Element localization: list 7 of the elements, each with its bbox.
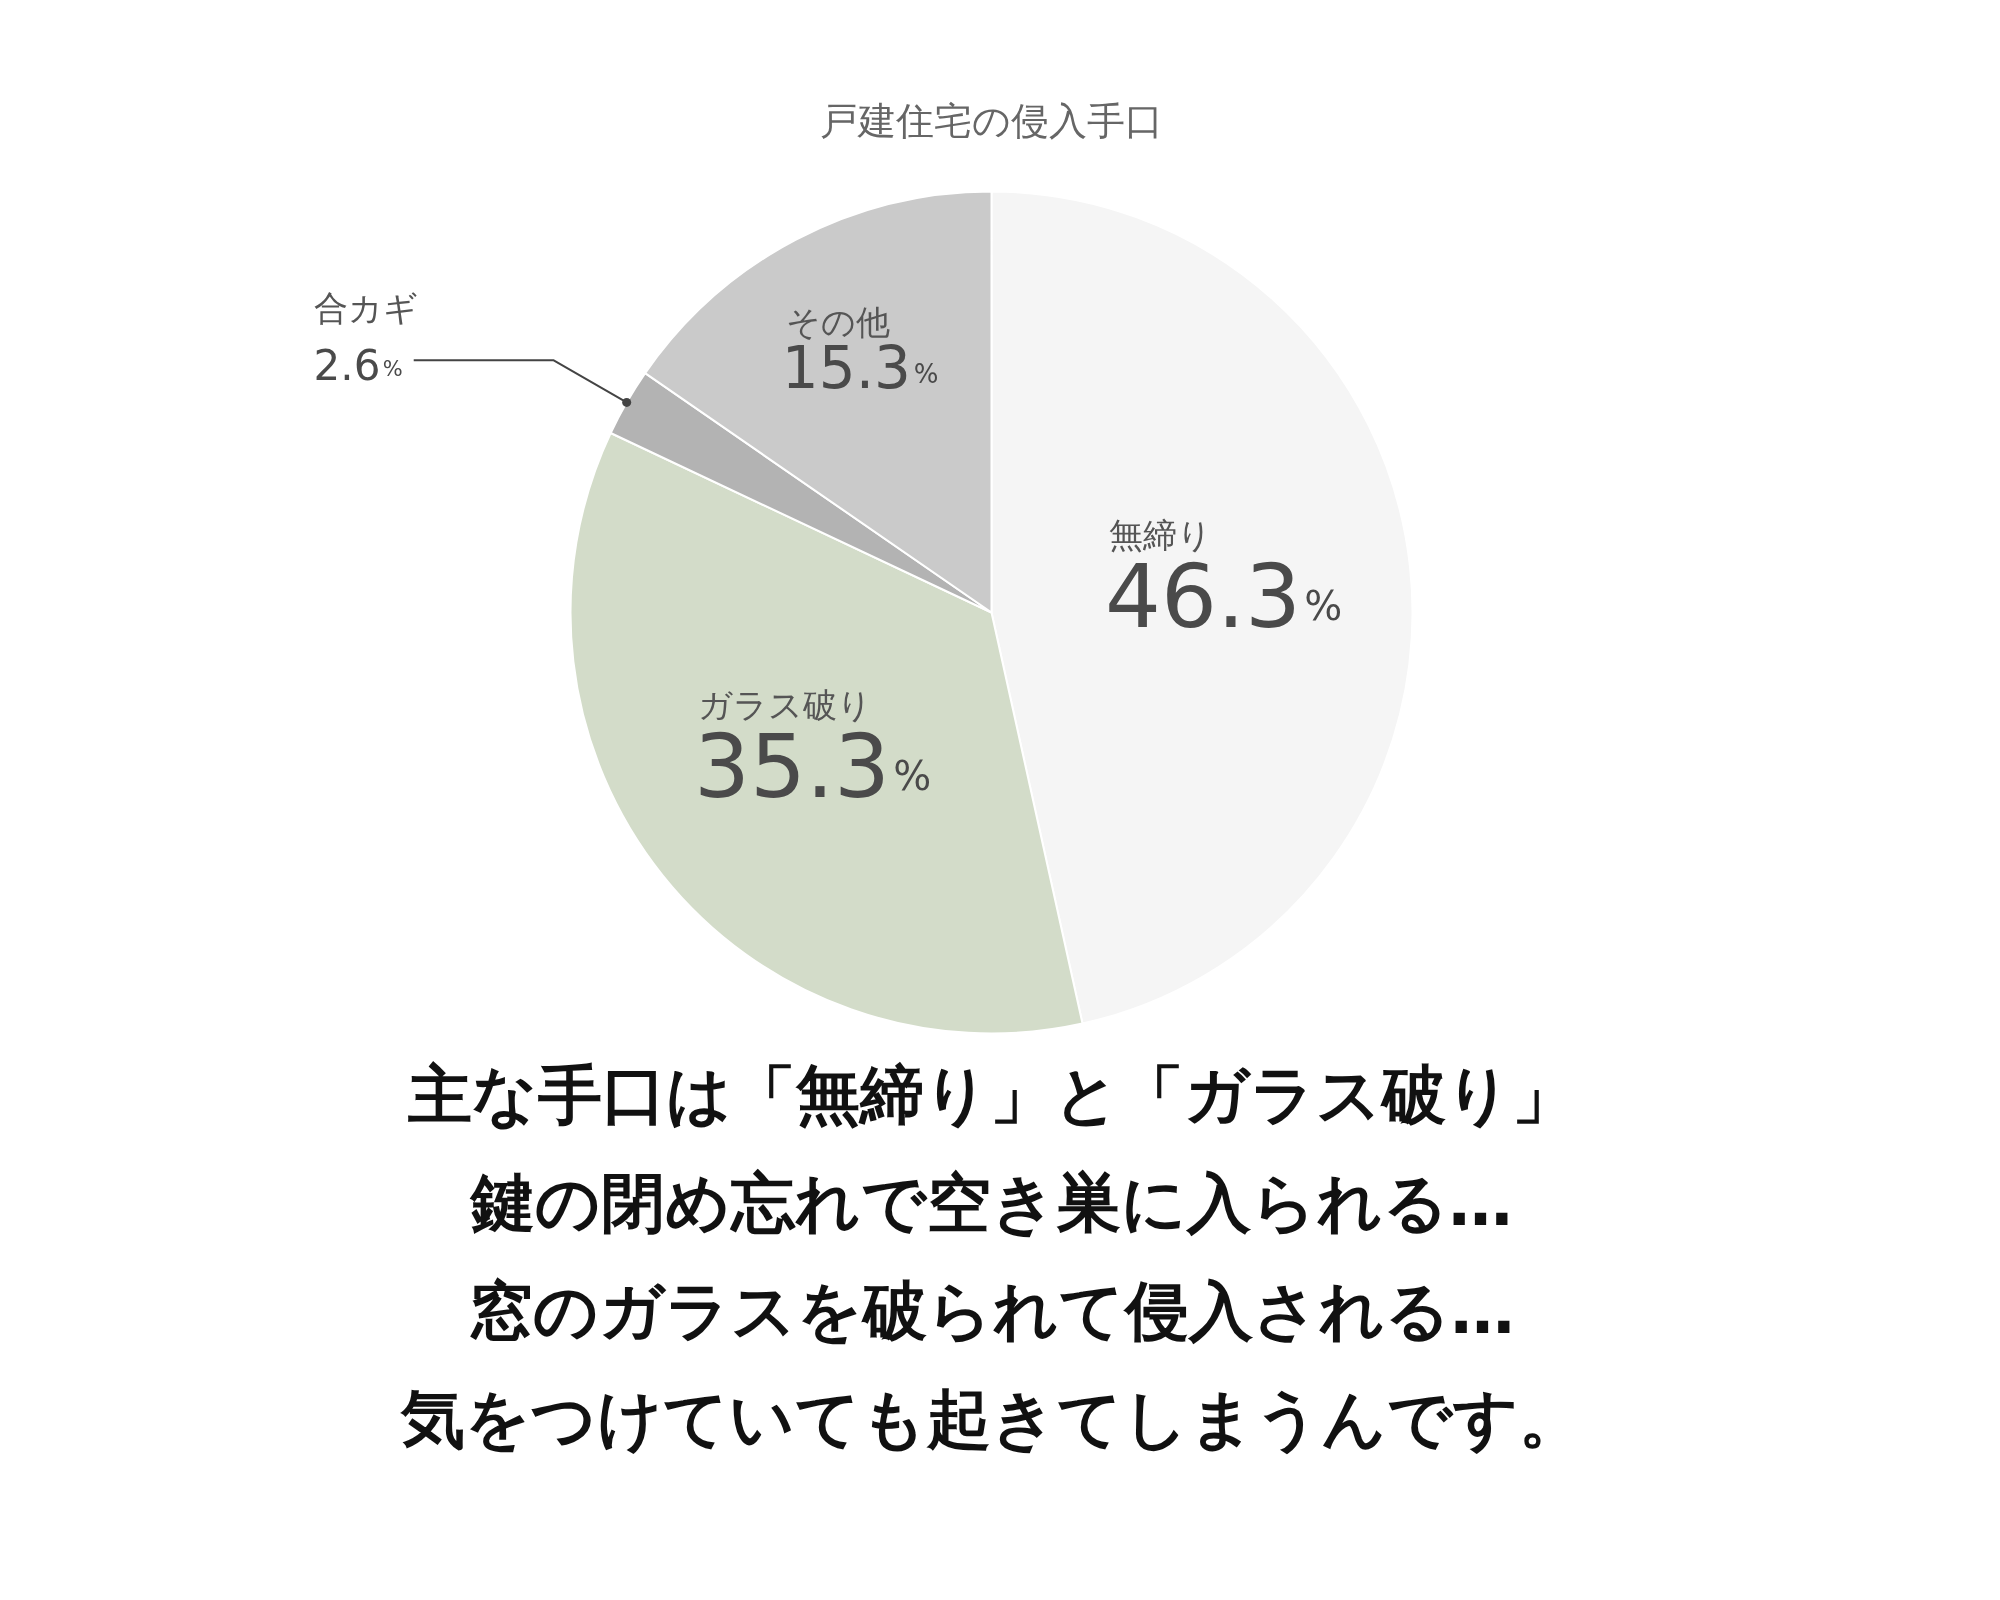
text: 主な手口は「無締り」と「ガラス破り」: [406, 1057, 1576, 1132]
text: 鍵の閉め忘れで空き巣に入られる…: [468, 1165, 1513, 1240]
text: 窓のガラスを破られて侵入される…: [468, 1273, 1515, 1348]
data-label: 2.6%: [313, 340, 403, 390]
text: 気をつけていても起きてしまうんです。: [399, 1381, 1583, 1456]
chart-title: 戸建住宅の侵入手口: [820, 98, 1163, 143]
slice-label: 合カギ: [313, 288, 418, 329]
